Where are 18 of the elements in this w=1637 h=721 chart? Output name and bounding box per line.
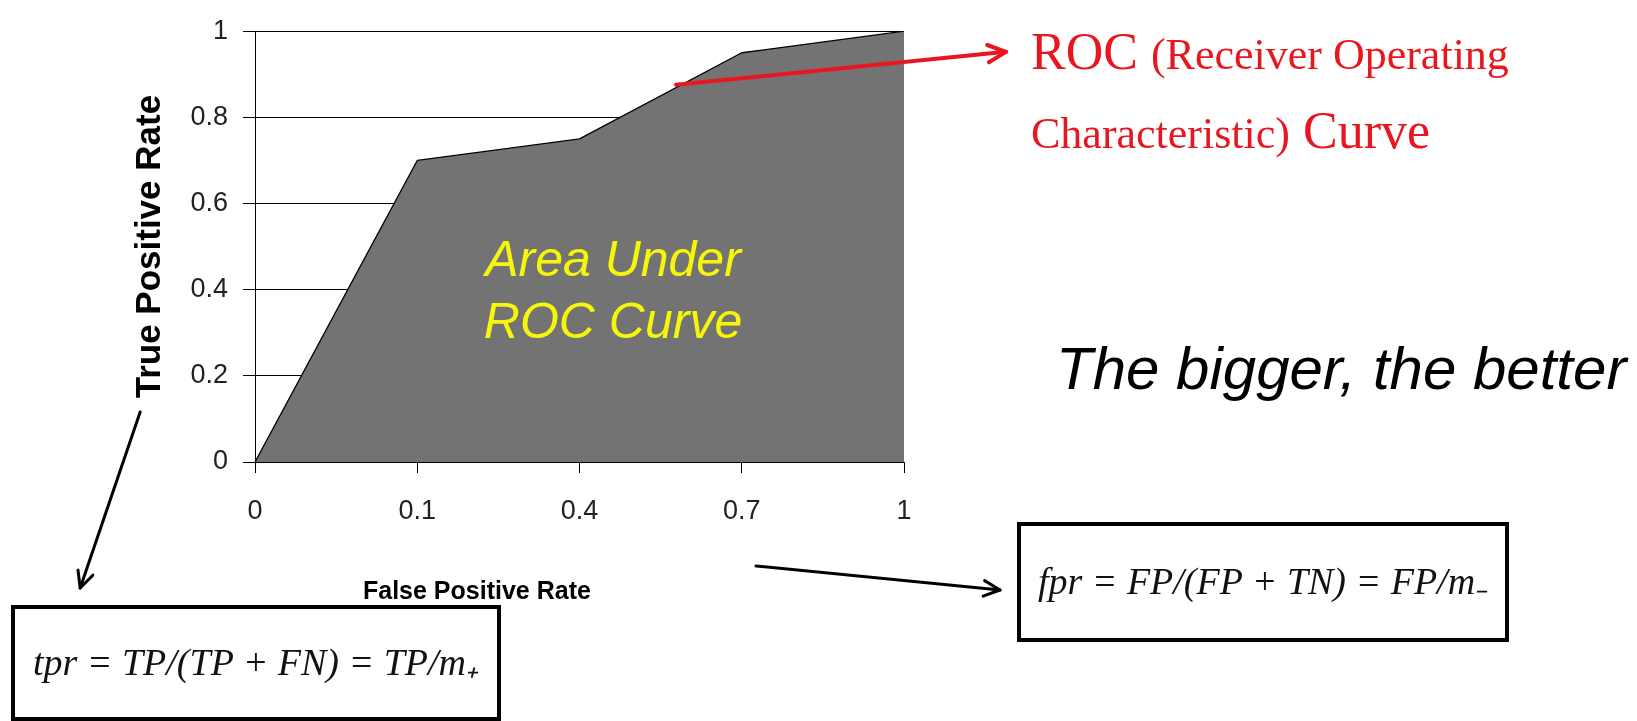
text: fpr = FP/(FP + TN) = FP/m₋ (1037, 560, 1489, 603)
x-tick-label: 0 (247, 494, 263, 525)
y-tick-label: 0.4 (190, 273, 228, 304)
x-tick-label: 0.7 (722, 494, 761, 525)
x-tick-label: 0.1 (398, 494, 437, 525)
y-tick-label: 0 (212, 445, 228, 476)
y-tick-label: 0.6 (190, 186, 228, 217)
y-tick-label: 0.2 (190, 359, 228, 390)
y-axis-title: True Positive Rate (127, 94, 167, 399)
text: ROC (Receiver Operating Characteristic) Curve (1031, 23, 1509, 159)
text: The bigger, the better (1056, 335, 1627, 402)
text: tpr = TP/(TP + FN) = TP/m₊ (32, 641, 480, 684)
y-tick-label: 1 (212, 14, 228, 45)
x-tick-label: 1 (896, 494, 912, 525)
x-axis-title: False Positive Rate (363, 575, 591, 605)
y-tick-label: 0.8 (190, 100, 228, 131)
x-tick-label: 0.4 (560, 494, 599, 525)
annotation: Area Under ROC Curve (482, 230, 744, 351)
